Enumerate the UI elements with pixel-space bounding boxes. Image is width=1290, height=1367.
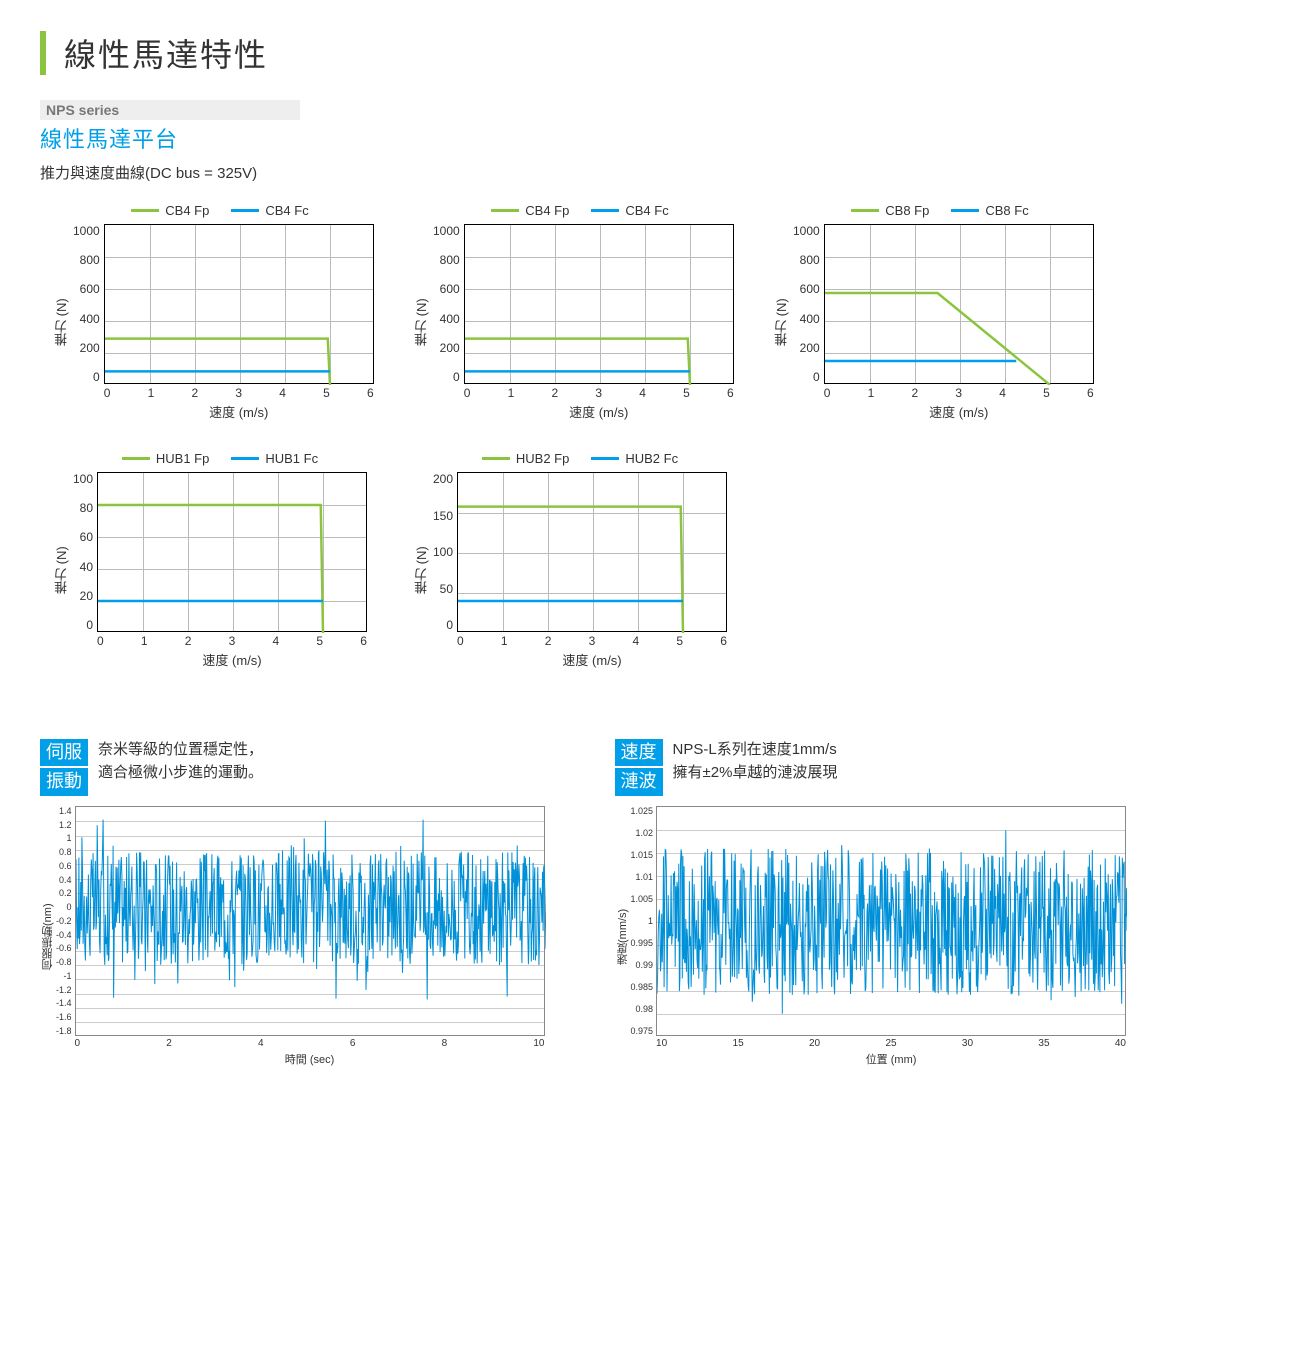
thrust-chart: HUB1 Fp HUB1 Fc 推力 (N)1008060402000123456 速… — [50, 451, 390, 669]
platform-label: 線性馬達平台 — [40, 122, 1250, 154]
chart-grid: CB4 FpCB4 Fc推力 (N)1000800600400200001234… — [50, 203, 1250, 669]
plot-area — [75, 806, 545, 1036]
y-axis-label: 推力 (N) — [50, 472, 73, 669]
y-axis-label: 伺服振動(nm) — [40, 806, 56, 1067]
thrust-chart: HUB2 Fp HUB2 Fc 推力 (N)2001501005000123456 速… — [410, 451, 750, 669]
y-axis: 1.0251.021.0151.011.00510.9950.990.9850.… — [631, 806, 657, 1036]
y-axis-label: 推力 (N) — [410, 472, 433, 669]
x-axis: 0123456 — [457, 634, 727, 648]
legend-fc: CB8 Fc — [951, 203, 1028, 218]
y-axis-label: 速度(mm/s) — [615, 806, 631, 1067]
legend-fp: CB4 Fp — [491, 203, 569, 218]
plot-area — [457, 472, 727, 632]
x-axis: 0123456 — [464, 386, 734, 400]
plot-area — [824, 224, 1094, 384]
servo-badge-1: 伺服 — [40, 739, 88, 766]
speed-ripple-block: 速度 漣波 NPS-L系列在速度1mm/s 擁有±2%卓越的漣波展現 速度(mm… — [615, 739, 1127, 1067]
x-axis: 0123456 — [104, 386, 374, 400]
ripple-desc: NPS-L系列在速度1mm/s 擁有±2%卓越的漣波展現 — [673, 739, 838, 784]
plot-area — [464, 224, 734, 384]
y-axis-label: 推力 (N) — [770, 224, 793, 421]
ripple-badge-row: 速度 漣波 NPS-L系列在速度1mm/s 擁有±2%卓越的漣波展現 — [615, 739, 1127, 796]
servo-badge-2: 振動 — [40, 768, 88, 795]
servo-vibration-block: 伺服 振動 奈米等級的位置穩定性， 適合極微小步進的運動。 伺服振動(nm)1.… — [40, 739, 545, 1067]
y-axis: 1.41.210.80.60.40.20-0.2-0.4-0.6-0.8-1-1… — [56, 806, 75, 1036]
x-axis-label: 時間 (sec) — [75, 1051, 545, 1067]
series-label: NPS series — [40, 100, 300, 120]
thrust-chart: CB4 Fp CB4 Fc 推力 (N)1000800600400200001234… — [410, 203, 750, 421]
thrust-chart: CB4 Fp CB4 Fc 推力 (N)1000800600400200001234… — [50, 203, 390, 421]
x-axis: 10152025303540 — [656, 1038, 1126, 1049]
y-axis: 10008006004002000 — [793, 224, 824, 384]
legend-fc: CB4 Fc — [591, 203, 668, 218]
curve-caption: 推力與速度曲線(DC bus = 325V) — [40, 162, 1250, 183]
plot-area — [104, 224, 374, 384]
legend-fp: CB8 Fp — [851, 203, 929, 218]
plot-area — [97, 472, 367, 632]
x-axis: 0123456 — [97, 634, 367, 648]
plot-area — [656, 806, 1126, 1036]
bottom-section: 伺服 振動 奈米等級的位置穩定性， 適合極微小步進的運動。 伺服振動(nm)1.… — [40, 739, 1250, 1067]
x-axis-label: 速度 (m/s) — [97, 650, 367, 669]
legend-fc: HUB2 Fc — [591, 451, 678, 466]
thrust-chart: CB8 Fp CB8 Fc 推力 (N)1000800600400200001234… — [770, 203, 1110, 421]
servo-vibration-chart: 伺服振動(nm)1.41.210.80.60.40.20-0.2-0.4-0.6… — [40, 806, 545, 1067]
x-axis: 0123456 — [824, 386, 1094, 400]
y-axis-label: 推力 (N) — [410, 224, 433, 421]
ripple-badge-2: 漣波 — [615, 768, 663, 795]
x-axis-label: 速度 (m/s) — [464, 402, 734, 421]
y-axis-label: 推力 (N) — [50, 224, 73, 421]
page-title-row: 線性馬達特性 — [40, 30, 1250, 76]
legend-fp: HUB2 Fp — [482, 451, 569, 466]
legend-fp: HUB1 Fp — [122, 451, 209, 466]
y-axis: 10008006004002000 — [73, 224, 104, 384]
legend-fp: CB4 Fp — [131, 203, 209, 218]
servo-badge-row: 伺服 振動 奈米等級的位置穩定性， 適合極微小步進的運動。 — [40, 739, 545, 796]
x-axis-label: 速度 (m/s) — [457, 650, 727, 669]
title-accent-bar — [40, 31, 46, 75]
legend-fc: CB4 Fc — [231, 203, 308, 218]
speed-ripple-chart: 速度(mm/s)1.0251.021.0151.011.00510.9950.9… — [615, 806, 1127, 1067]
x-axis-label: 位置 (mm) — [656, 1051, 1126, 1067]
servo-desc: 奈米等級的位置穩定性， 適合極微小步進的運動。 — [98, 739, 263, 784]
ripple-badge-1: 速度 — [615, 739, 663, 766]
y-axis: 10008006004002000 — [433, 224, 464, 384]
x-axis-label: 速度 (m/s) — [824, 402, 1094, 421]
x-axis-label: 速度 (m/s) — [104, 402, 374, 421]
x-axis: 0246810 — [75, 1038, 545, 1049]
y-axis: 100806040200 — [73, 472, 97, 632]
legend-fc: HUB1 Fc — [231, 451, 318, 466]
page-title: 線性馬達特性 — [64, 30, 268, 76]
y-axis: 200150100500 — [433, 472, 457, 632]
